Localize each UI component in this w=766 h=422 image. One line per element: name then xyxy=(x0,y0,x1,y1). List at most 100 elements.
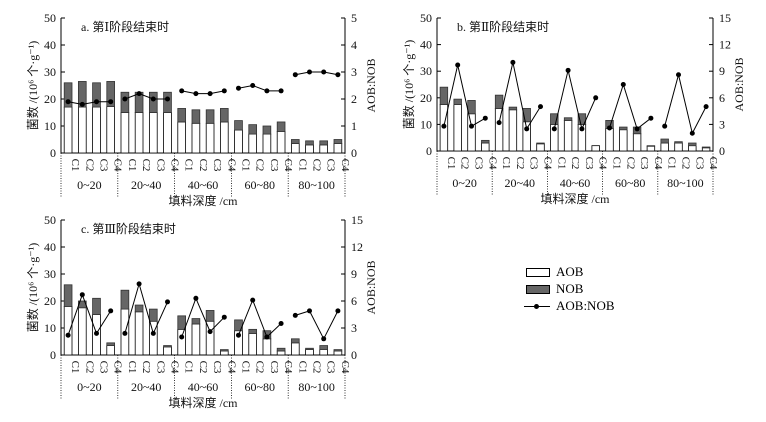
x-tick-label: C2 xyxy=(514,157,526,170)
bar-aob xyxy=(494,108,504,152)
legend: AOB NOB AOB:NOB xyxy=(520,264,640,316)
bar-nob xyxy=(219,349,229,352)
bar-nob xyxy=(319,345,329,350)
bar-nob xyxy=(276,121,286,132)
x-tick-label: C4 xyxy=(112,159,124,172)
bar-aob xyxy=(688,145,697,152)
ratio-line xyxy=(124,282,168,335)
ratio-point xyxy=(236,85,241,91)
x-tick-label: C1 xyxy=(69,361,81,374)
x-tick-label: C1 xyxy=(126,159,138,172)
bar-aob xyxy=(536,143,545,152)
bar-aob xyxy=(701,147,711,152)
bar-aob xyxy=(63,106,73,154)
x-tick-label: C1 xyxy=(183,159,195,172)
x-tick-label: C2 xyxy=(254,361,266,374)
ratio-line xyxy=(609,82,652,130)
group-label: 80~100 xyxy=(667,176,704,190)
bar-nob xyxy=(134,304,144,313)
ratio-point xyxy=(79,292,85,298)
ratio-point xyxy=(165,96,170,102)
y2-tick-label: 2 xyxy=(351,92,357,106)
x-tick-label: C1 xyxy=(555,157,567,170)
y-tick-label: 0 xyxy=(426,144,432,158)
bar-aob xyxy=(591,145,600,152)
ratio-point xyxy=(207,329,213,335)
x-tick-label: C2 xyxy=(140,159,152,172)
y-axis-label: 菌数 /(10⁶ 个·g⁻¹) xyxy=(25,243,40,332)
x-tick-label: C3 xyxy=(638,157,650,170)
bar-nob xyxy=(674,141,683,144)
ratio-point xyxy=(65,332,71,338)
bar-nob xyxy=(234,120,243,131)
x-axis-label: 填料深度 /cm xyxy=(169,193,239,208)
x-tick-label: C1 xyxy=(296,159,308,172)
ratio-line xyxy=(295,71,338,76)
x-tick-label: C2 xyxy=(459,157,471,170)
ratio-point xyxy=(510,59,516,65)
bar-nob xyxy=(333,139,343,144)
bar-nob xyxy=(467,100,476,115)
ratio-point xyxy=(593,95,599,101)
y-tick-label: 20 xyxy=(44,294,56,308)
x-tick-label: C4 xyxy=(112,361,124,374)
ratio-point xyxy=(634,126,640,132)
ratio-point xyxy=(278,321,284,326)
ratio-point xyxy=(236,332,241,338)
bar-nob xyxy=(319,140,329,146)
y-tick-label: 30 xyxy=(420,64,432,78)
y2-tick-label: 6 xyxy=(351,294,357,308)
y2-tick-label: 3 xyxy=(351,65,357,79)
y2-tick-label: 0 xyxy=(351,348,357,362)
ratio-point xyxy=(307,308,312,314)
x-tick-label: C3 xyxy=(211,361,223,374)
group-label: 60~80 xyxy=(245,380,276,394)
bar-aob xyxy=(605,127,614,152)
bar-nob xyxy=(453,98,462,105)
bar-aob xyxy=(191,122,201,154)
bar-aob xyxy=(305,349,314,356)
y-axis-label: 菌数 /(10⁶ 个·g⁻¹) xyxy=(25,41,40,130)
group-label: 0~20 xyxy=(77,178,102,192)
bar-nob xyxy=(92,297,101,315)
ratio-point xyxy=(94,330,99,336)
bar-aob xyxy=(467,113,476,152)
bar-nob xyxy=(248,124,258,135)
bar-nob xyxy=(290,139,300,144)
x-tick-label: C1 xyxy=(500,157,512,170)
x-tick-label: C3 xyxy=(268,159,280,172)
x-tick-label: C1 xyxy=(666,157,678,170)
ratio-point xyxy=(321,336,327,342)
bar-nob xyxy=(333,349,343,352)
y-tick-label: 30 xyxy=(44,267,56,281)
panel-title: c. 第Ⅲ阶段结束时 xyxy=(81,221,176,236)
bar-aob xyxy=(106,106,116,154)
bar-aob xyxy=(134,311,144,356)
bar-aob xyxy=(63,305,73,356)
ratio-point xyxy=(165,299,170,305)
ratio-point xyxy=(703,104,709,110)
bar-aob xyxy=(646,145,656,152)
ratio-point xyxy=(136,91,142,97)
group-label: 80~100 xyxy=(298,380,335,394)
x-tick-label: C3 xyxy=(528,157,540,170)
bar-nob xyxy=(563,117,573,121)
legend-ratio-label: AOB:NOB xyxy=(556,298,615,313)
legend-nob-label: NOB xyxy=(556,281,584,296)
y-tick-label: 40 xyxy=(44,38,56,52)
ratio-point xyxy=(65,99,71,105)
ratio-point xyxy=(250,297,256,303)
panel-title: b. 第Ⅱ阶段结束时 xyxy=(457,19,549,34)
group-label: 60~80 xyxy=(615,176,646,190)
bar-aob xyxy=(453,104,462,152)
ratio-point xyxy=(193,91,199,97)
bar-nob xyxy=(191,318,201,325)
x-tick-label: C2 xyxy=(197,361,209,374)
ratio-point xyxy=(150,330,156,336)
bar-aob xyxy=(319,349,329,356)
ratio-point xyxy=(207,91,213,97)
y2-tick-label: 3 xyxy=(351,321,357,335)
y2-tick-label: 9 xyxy=(351,267,357,281)
